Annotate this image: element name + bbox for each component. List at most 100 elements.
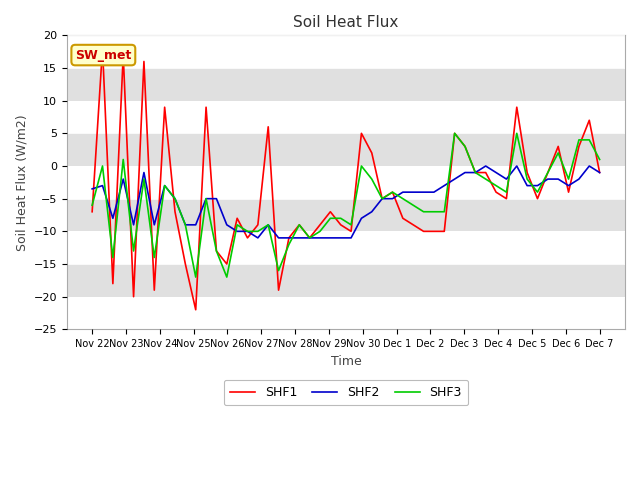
- SHF2: [223, 222, 230, 228]
- SHF2: [275, 235, 282, 241]
- SHF3: [575, 137, 583, 143]
- SHF1: [296, 222, 303, 228]
- SHF3: [586, 137, 593, 143]
- SHF2: [326, 235, 334, 241]
- SHF2: [544, 176, 552, 182]
- SHF3: [348, 222, 355, 228]
- SHF1: [534, 196, 541, 202]
- SHF2: [99, 183, 106, 189]
- SHF3: [564, 176, 572, 182]
- SHF1: [88, 209, 96, 215]
- SHF3: [358, 163, 365, 169]
- SHF2: [337, 235, 344, 241]
- SHF1: [150, 287, 158, 293]
- SHF2: [244, 228, 252, 234]
- SHF2: [420, 189, 428, 195]
- SHF2: [306, 235, 314, 241]
- SHF2: [109, 216, 116, 221]
- SHF2: [316, 235, 324, 241]
- Bar: [67, 264, 625, 297]
- SHF2: [171, 196, 179, 202]
- SHF2: [348, 235, 355, 241]
- SHF2: [192, 222, 200, 228]
- SHF3: [150, 254, 158, 260]
- SHF2: [586, 163, 593, 169]
- Bar: [67, 101, 625, 133]
- SHF3: [399, 196, 406, 202]
- SHF2: [451, 176, 458, 182]
- SHF1: [472, 169, 479, 175]
- SHF3: [130, 248, 138, 254]
- SHF2: [430, 189, 438, 195]
- SHF3: [182, 222, 189, 228]
- SHF3: [502, 189, 510, 195]
- SHF3: [596, 156, 604, 162]
- SHF2: [150, 222, 158, 228]
- SHF2: [534, 183, 541, 189]
- Bar: [67, 297, 625, 329]
- SHF2: [378, 196, 386, 202]
- Bar: [67, 166, 625, 199]
- SHF2: [492, 169, 500, 175]
- SHF1: [586, 118, 593, 123]
- SHF3: [202, 196, 210, 202]
- SHF2: [285, 235, 292, 241]
- SHF1: [234, 216, 241, 221]
- SHF3: [524, 176, 531, 182]
- SHF1: [502, 196, 510, 202]
- SHF1: [399, 216, 406, 221]
- SHF3: [192, 274, 200, 280]
- SHF1: [492, 189, 500, 195]
- SHF3: [534, 189, 541, 195]
- SHF3: [461, 144, 469, 149]
- SHF1: [223, 261, 230, 267]
- SHF1: [482, 169, 490, 175]
- SHF1: [264, 124, 272, 130]
- SHF3: [120, 156, 127, 162]
- SHF3: [482, 176, 490, 182]
- SHF2: [161, 183, 168, 189]
- Bar: [67, 68, 625, 101]
- SHF1: [513, 104, 520, 110]
- SHF1: [316, 222, 324, 228]
- SHF1: [451, 131, 458, 136]
- SHF3: [99, 163, 106, 169]
- SHF3: [513, 131, 520, 136]
- SHF2: [482, 163, 490, 169]
- SHF3: [275, 268, 282, 274]
- SHF2: [264, 222, 272, 228]
- SHF2: [410, 189, 417, 195]
- SHF3: [244, 228, 252, 234]
- SHF2: [368, 209, 376, 215]
- SHF1: [420, 228, 428, 234]
- SHF2: [596, 169, 604, 175]
- SHF3: [544, 169, 552, 175]
- SHF2: [130, 222, 138, 228]
- SHF3: [140, 176, 148, 182]
- SHF1: [285, 235, 292, 241]
- SHF3: [212, 248, 220, 254]
- Bar: [67, 199, 625, 231]
- SHF1: [575, 144, 583, 149]
- SHF1: [202, 104, 210, 110]
- Legend: SHF1, SHF2, SHF3: SHF1, SHF2, SHF3: [223, 380, 468, 406]
- SHF3: [440, 209, 448, 215]
- SHF1: [410, 222, 417, 228]
- SHF3: [451, 131, 458, 136]
- SHF1: [244, 235, 252, 241]
- SHF1: [275, 287, 282, 293]
- SHF3: [492, 183, 500, 189]
- SHF2: [388, 196, 396, 202]
- SHF3: [337, 216, 344, 221]
- SHF2: [554, 176, 562, 182]
- SHF2: [399, 189, 406, 195]
- SHF1: [109, 281, 116, 287]
- SHF2: [575, 176, 583, 182]
- SHF3: [285, 241, 292, 247]
- SHF2: [120, 176, 127, 182]
- SHF3: [254, 228, 262, 234]
- SHF3: [161, 183, 168, 189]
- SHF2: [234, 228, 241, 234]
- SHF2: [140, 169, 148, 175]
- SHF3: [88, 203, 96, 208]
